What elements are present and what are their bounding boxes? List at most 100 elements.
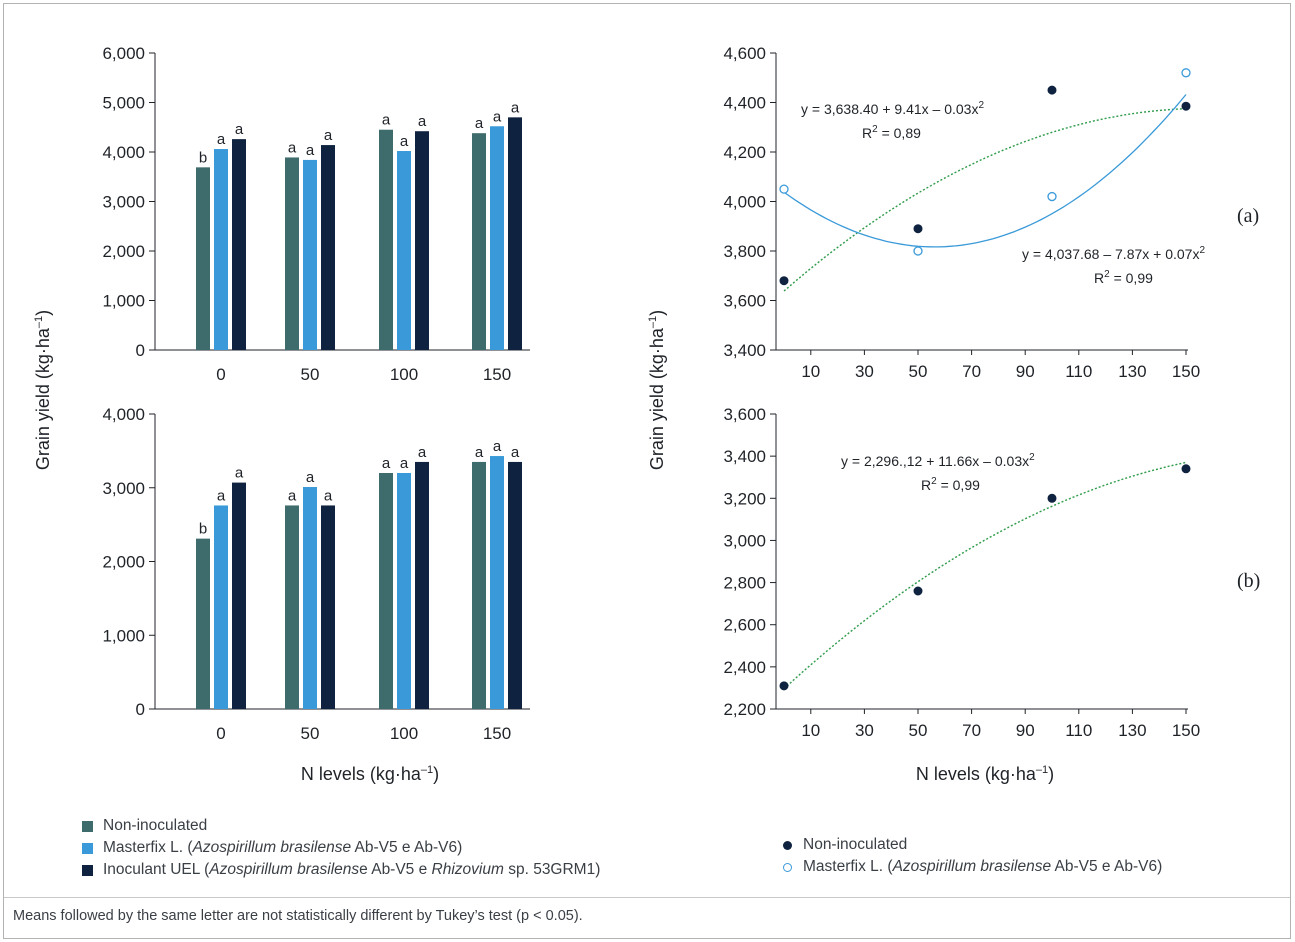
- significance-letter: a: [493, 108, 502, 125]
- y-tick-label: 4,600: [723, 44, 766, 63]
- equation-green-b: y = 2,296.,12 + 11.66x – 0.03x2: [841, 452, 1035, 469]
- y-tick-label: 5,000: [102, 94, 145, 113]
- x-tick-label: 50: [301, 365, 320, 384]
- data-point-non-inoculated: [1047, 493, 1057, 503]
- significance-letter: a: [235, 121, 244, 138]
- y-tick-label: 3,600: [723, 405, 766, 424]
- significance-letter: a: [511, 99, 520, 116]
- x-tick-label: 150: [483, 365, 511, 384]
- x-tick-label: 50: [909, 362, 928, 381]
- point-legend: Non-inoculated Masterfix L. (Azospirillu…: [783, 834, 1162, 878]
- r2-green-a: R2 = 0,89: [862, 124, 921, 141]
- data-point-non-inoculated: [913, 224, 923, 234]
- right-xlabel: N levels (kg·ha–1): [916, 764, 1054, 784]
- x-tick-label: 10: [801, 721, 820, 740]
- y-tick-label: 4,000: [102, 405, 145, 424]
- y-tick-label: 6,000: [102, 44, 145, 63]
- legend-label: Inoculant UEL (Azospirillum brasilense A…: [103, 861, 601, 878]
- y-tick-label: 2,400: [723, 658, 766, 677]
- y-tick-label: 3,600: [723, 292, 766, 311]
- y-tick-label: 2,200: [723, 700, 766, 719]
- footnote-divider: [4, 897, 1290, 898]
- bar: [232, 139, 246, 350]
- significance-letter: a: [511, 444, 520, 461]
- y-tick-label: 3,200: [723, 489, 766, 508]
- significance-letter: a: [306, 142, 315, 159]
- y-tick-label: 4,400: [723, 94, 766, 113]
- significance-letter: a: [418, 444, 427, 461]
- significance-letter: a: [493, 438, 502, 455]
- x-tick-label: 70: [962, 721, 981, 740]
- significance-letter: a: [324, 487, 333, 504]
- data-point-masterfix: [1181, 68, 1191, 78]
- bar: [397, 473, 411, 709]
- x-tick-label: 30: [855, 362, 874, 381]
- data-point-non-inoculated: [1181, 101, 1191, 111]
- significance-letter: a: [382, 112, 391, 129]
- legend-item-non-inoculated-point: Non-inoculated: [783, 834, 1162, 856]
- data-point-non-inoculated: [779, 681, 789, 691]
- significance-letter: a: [418, 113, 427, 130]
- y-tick-label: 3,800: [723, 242, 766, 261]
- x-tick-label: 30: [855, 721, 874, 740]
- right-ylabel: Grain yield (kg·ha–1): [647, 310, 667, 470]
- bar: [379, 129, 393, 350]
- significance-letter: a: [217, 487, 226, 504]
- legend-marker-filled: [783, 840, 792, 850]
- data-point-masterfix: [779, 184, 789, 194]
- y-tick-label: 2,800: [723, 574, 766, 593]
- y-tick-label: 0: [136, 700, 145, 719]
- bar: [321, 145, 335, 350]
- legend-label: Masterfix L. (Azospirillum brasilense Ab…: [103, 839, 463, 856]
- x-tick-label: 70: [962, 362, 981, 381]
- legend-item-uel-bar: Inoculant UEL (Azospirillum brasilense A…: [82, 859, 600, 881]
- x-tick-label: 150: [1172, 362, 1200, 381]
- data-point-non-inoculated: [913, 586, 923, 596]
- legend-item-masterfix-bar: Masterfix L. (Azospirillum brasilense Ab…: [82, 837, 600, 859]
- significance-letter: a: [475, 444, 484, 461]
- significance-letter: a: [400, 133, 409, 150]
- data-point-non-inoculated: [1047, 85, 1057, 95]
- y-tick-label: 0: [136, 341, 145, 360]
- trend-line-non-inoculated: [783, 461, 1187, 690]
- legend-swatch-non-inoculated: [82, 820, 93, 832]
- bar: [508, 461, 522, 709]
- figure-frame: [3, 3, 1291, 939]
- x-tick-label: 90: [1016, 362, 1035, 381]
- y-tick-label: 4,200: [723, 143, 766, 162]
- bar: [285, 157, 299, 350]
- x-tick-label: 100: [390, 365, 418, 384]
- bar: [472, 133, 486, 350]
- significance-letter: a: [235, 465, 244, 482]
- bar: [196, 167, 210, 350]
- bar: [472, 461, 486, 709]
- y-tick-label: 3,000: [723, 531, 766, 550]
- footnote: Means followed by the same letter are no…: [13, 908, 583, 924]
- significance-letter: a: [306, 469, 315, 486]
- equation-green-a: y = 3,638.40 + 9.41x – 0.03x2: [801, 100, 984, 117]
- legend-marker-open: [783, 862, 792, 872]
- significance-letter: a: [288, 487, 297, 504]
- y-tick-label: 3,000: [102, 479, 145, 498]
- y-tick-label: 3,400: [723, 341, 766, 360]
- y-tick-label: 4,000: [723, 193, 766, 212]
- legend-swatch-masterfix: [82, 842, 93, 854]
- y-tick-label: 2,000: [102, 553, 145, 572]
- y-tick-label: 1,000: [102, 626, 145, 645]
- equation-blue-a: y = 4,037.68 – 7.87x + 0.07x2: [1022, 245, 1205, 262]
- bar: [303, 159, 317, 350]
- bar: [214, 505, 228, 709]
- x-tick-label: 90: [1016, 721, 1035, 740]
- r2-green-b: R2 = 0,99: [921, 476, 980, 493]
- significance-letter: a: [288, 139, 297, 156]
- significance-letter: b: [199, 521, 207, 538]
- bar: [415, 131, 429, 350]
- data-point-masterfix: [913, 246, 923, 256]
- x-tick-label: 50: [909, 721, 928, 740]
- bar: [232, 482, 246, 709]
- r2-blue-a: R2 = 0,99: [1094, 269, 1153, 286]
- significance-letter: a: [400, 455, 409, 472]
- y-tick-label: 3,400: [723, 447, 766, 466]
- x-tick-label: 150: [1172, 721, 1200, 740]
